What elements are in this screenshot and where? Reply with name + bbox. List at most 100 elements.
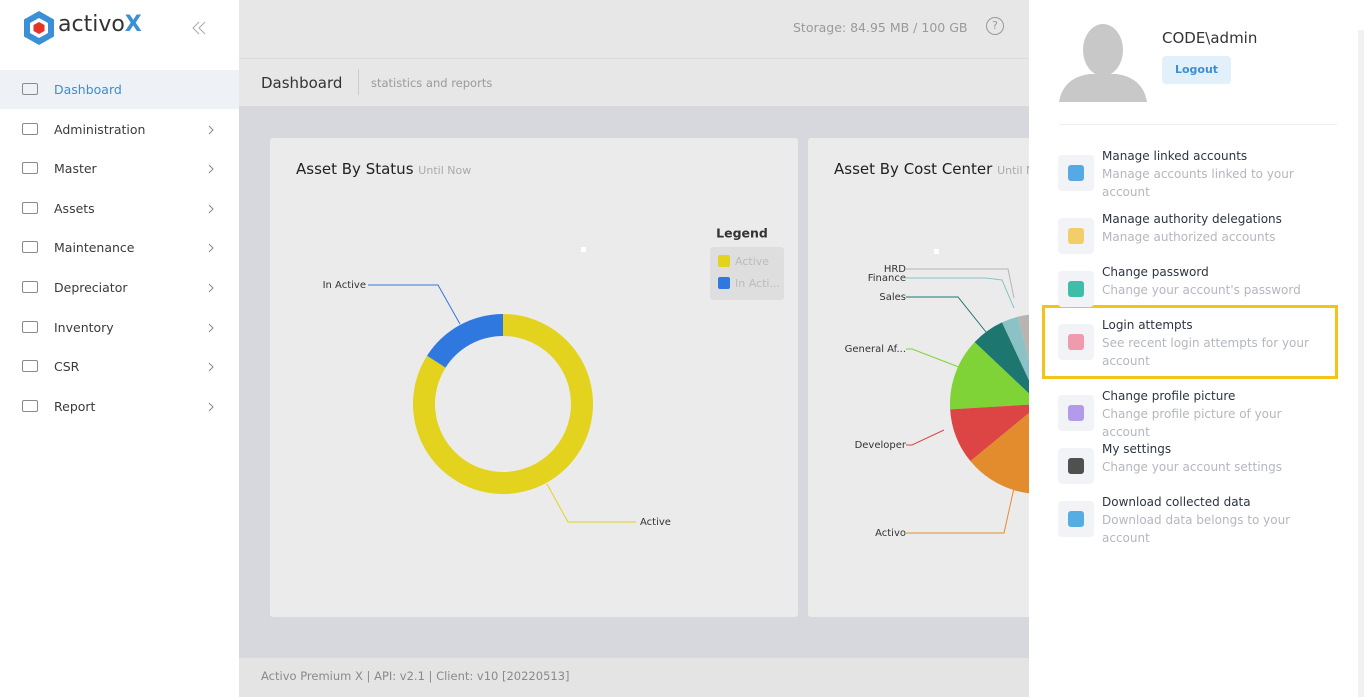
card-title-text: Asset By Status [296, 160, 414, 178]
item-description: Change your account settings [1102, 460, 1283, 474]
pie-segment [950, 342, 1040, 410]
legend-swatch [718, 277, 730, 289]
brand-suffix: X [124, 12, 142, 37]
item-title[interactable]: Change profile picture [1102, 389, 1236, 403]
leader-line [906, 487, 1015, 534]
donut-chart: Legend Active In Acti... Active In Active [323, 226, 784, 528]
legend-title: Legend [716, 226, 768, 241]
menu-icon [22, 83, 38, 95]
menu-icon [22, 281, 38, 293]
collapse-button[interactable] [190, 20, 208, 36]
card-title-text: Asset By Cost Center [834, 160, 993, 178]
menu-item[interactable]: Maintenance [0, 228, 239, 267]
card-title: Asset By Status Until Now [296, 160, 471, 178]
menu-label: Maintenance [54, 240, 135, 255]
menu-item[interactable]: Dashboard [0, 70, 239, 109]
menu-item[interactable]: Assets [0, 189, 239, 228]
menu-item[interactable]: Inventory [0, 308, 239, 347]
menu-label: Master [54, 161, 97, 176]
item-title[interactable]: Login attempts [1102, 318, 1193, 332]
slice-label: In Active [323, 280, 366, 291]
item-description: Manage accounts linked to your account [1102, 167, 1294, 199]
menu-icon [22, 321, 38, 333]
menu-label: Depreciator [54, 280, 128, 295]
item-icon-glyph [1068, 334, 1084, 350]
help-button[interactable]: ? [986, 17, 1004, 35]
leader-line [906, 429, 945, 446]
chevron [208, 362, 214, 372]
chevron [208, 402, 214, 412]
highlight [1042, 305, 1338, 379]
chevron [208, 243, 214, 253]
card-period: Until N [997, 164, 1035, 177]
menu-item[interactable]: CSR [0, 347, 239, 386]
menu-label: CSR [54, 359, 80, 374]
sub-header: Dashboard statistics and reports [239, 58, 1029, 106]
menu-icon [22, 241, 38, 253]
slice-label: Active [640, 517, 671, 528]
username: CODE\admin [1162, 29, 1258, 47]
leader-line [906, 348, 965, 370]
slice-label: Developer [855, 440, 907, 451]
item-title[interactable]: Download collected data [1102, 495, 1251, 509]
donut-segment [427, 314, 503, 368]
menu-icon [22, 202, 38, 214]
chevron-line [208, 125, 214, 135]
menu-icon [22, 360, 38, 372]
logo-icon [24, 11, 54, 45]
chevron-line [208, 164, 214, 174]
leader-line [368, 284, 461, 325]
menu-item[interactable]: Report [0, 387, 239, 426]
brand: activoX [58, 12, 142, 37]
leader-line [546, 483, 636, 523]
logout-button[interactable]: Logout [1162, 56, 1231, 84]
item-description: Manage authorized accounts [1102, 230, 1276, 244]
item-title[interactable]: Change password [1102, 265, 1209, 279]
menu-label: Report [54, 399, 96, 414]
pie-segment [950, 404, 1040, 462]
item-icon-glyph [1068, 165, 1084, 181]
chevron-line [208, 362, 214, 372]
menu-item[interactable]: Administration [0, 110, 239, 149]
card: Asset By Status Until Now Legend Active In… [270, 138, 798, 617]
item-title[interactable]: My settings [1102, 442, 1172, 456]
item-icon-glyph [1068, 281, 1084, 297]
storage: Storage: 84.95 MB / 100 GB [793, 20, 968, 35]
menu-label: Assets [54, 201, 95, 216]
legend-swatch [718, 255, 730, 267]
item-description: Change profile picture of your account [1102, 407, 1282, 439]
legend-label: Active [735, 255, 769, 268]
menu-item[interactable]: Master [0, 149, 239, 188]
chevron [208, 204, 214, 214]
chevron [208, 283, 214, 293]
item-icon-glyph [1068, 405, 1084, 421]
item-icon-glyph [1068, 511, 1084, 527]
divider [1059, 124, 1337, 125]
item-title[interactable]: Manage linked accounts [1102, 149, 1248, 163]
menu-item[interactable]: Depreciator [0, 268, 239, 307]
leader-line [906, 277, 1015, 309]
menu-icon [22, 123, 38, 135]
sidebar: activoX Dashboard Administration Master Ass… [0, 0, 239, 697]
item-title[interactable]: Manage authority delegations [1102, 212, 1282, 226]
item-icon-glyph [1068, 458, 1084, 474]
leader-line [906, 268, 1015, 299]
marker [581, 247, 586, 252]
chevron-line [208, 243, 214, 253]
chevron-line [208, 323, 214, 333]
slice-label: Sales [879, 292, 906, 303]
card-title: Asset By Cost Center Until N [834, 160, 1034, 178]
chevron [208, 164, 214, 174]
page-title: Dashboard [261, 74, 343, 92]
chevron-line [208, 402, 214, 412]
pie-segment [974, 322, 1040, 404]
footer: Activo Premium X | API: v2.1 | Client: v… [239, 658, 1029, 697]
slice-label: HRD [884, 264, 906, 275]
top-bar: Storage: 84.95 MB / 100 GB ? [239, 0, 1029, 58]
item-description: Download data belongs to your account [1102, 513, 1291, 545]
menu-label: Inventory [54, 320, 114, 335]
chevron-line [208, 283, 214, 293]
slice-label: General Af... [845, 344, 906, 355]
divider [358, 69, 359, 95]
menu-label: Administration [54, 122, 146, 137]
